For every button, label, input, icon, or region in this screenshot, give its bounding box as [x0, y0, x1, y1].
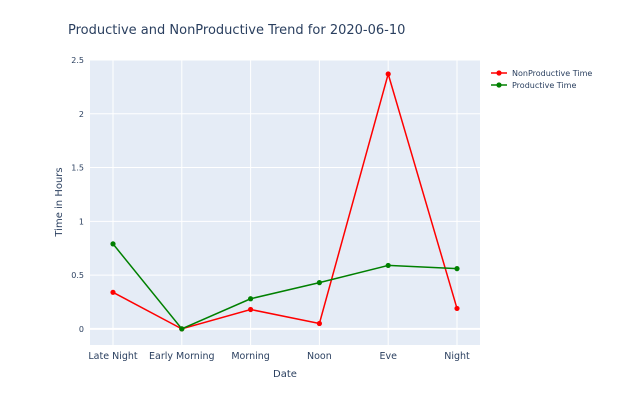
x-tick-label: Morning: [231, 351, 269, 362]
y-tick-label: 0: [79, 325, 84, 334]
x-tick-label: Eve: [379, 351, 397, 362]
legend-swatch-marker: [496, 82, 502, 88]
data-point[interactable]: [179, 326, 185, 332]
y-tick-label: 2: [79, 110, 84, 119]
legend-item[interactable]: NonProductive Time: [491, 69, 592, 78]
plot-area: [90, 60, 480, 345]
data-point[interactable]: [110, 241, 116, 247]
legend-label: Productive Time: [512, 81, 576, 90]
data-point[interactable]: [385, 262, 391, 269]
chart-legend[interactable]: NonProductive Time Productive Time: [491, 69, 592, 90]
y-tick-label: 1.5: [71, 164, 84, 173]
data-point[interactable]: [316, 320, 322, 327]
data-point[interactable]: [454, 305, 460, 312]
x-tick-label: Night: [444, 351, 470, 362]
y-axis-title: Time in Hours: [54, 167, 65, 237]
series-lines: [110, 71, 460, 332]
data-point[interactable]: [454, 266, 460, 272]
legend-label: NonProductive Time: [512, 69, 592, 78]
data-point[interactable]: [385, 71, 391, 77]
gridlines: [90, 59, 480, 345]
y-tick-label: 1: [79, 217, 84, 226]
x-axis-title: Date: [273, 369, 297, 380]
chart-title: Productive and NonProductive Trend for 2…: [68, 23, 405, 38]
legend-item[interactable]: Productive Time: [491, 81, 576, 90]
y-tick-label: 0.5: [71, 271, 84, 280]
y-tick-labels: 0 0.5 1 1.5 2 2.5: [71, 56, 84, 334]
data-point[interactable]: [248, 296, 254, 302]
data-point[interactable]: [110, 289, 116, 295]
series-line: [112, 243, 458, 330]
x-tick-label: Early Morning: [149, 351, 214, 362]
data-point[interactable]: [316, 280, 322, 286]
x-tick-label: Noon: [307, 351, 332, 362]
data-point[interactable]: [248, 306, 254, 313]
series-line: [112, 71, 458, 330]
legend-swatch-marker: [496, 70, 502, 76]
y-tick-label: 2.5: [71, 56, 84, 65]
x-tick-label: Late Night: [88, 351, 138, 362]
x-tick-labels: Late Night Early Morning Morning Noon Eve Nig…: [88, 351, 470, 362]
